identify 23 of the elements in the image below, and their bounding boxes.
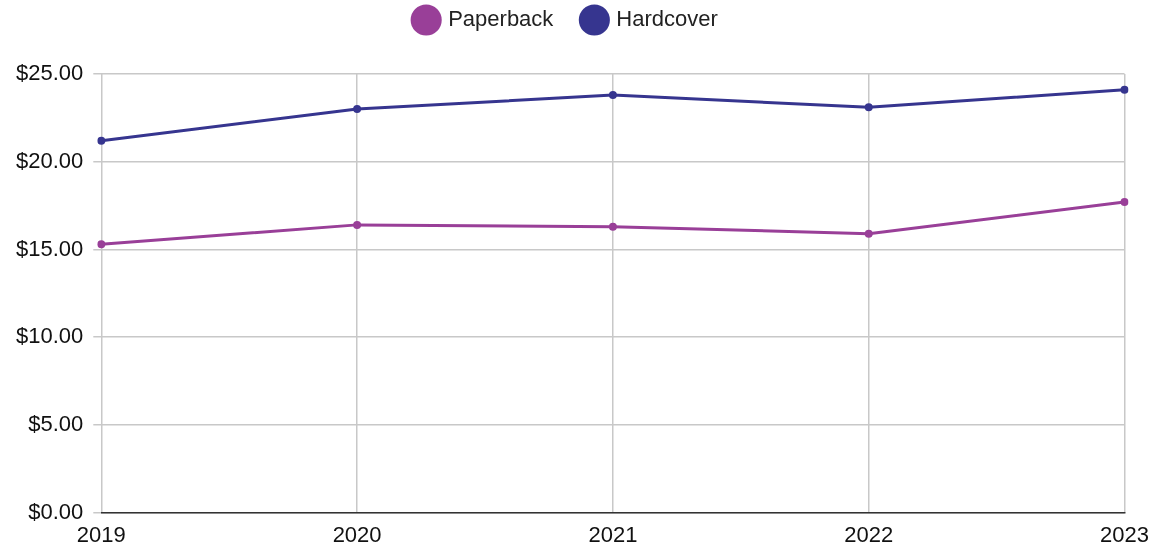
x-tick-label: 2019 xyxy=(76,521,126,547)
point xyxy=(1120,198,1129,207)
y-tick-label: $25.00 xyxy=(15,60,84,86)
y-tick-label: $15.00 xyxy=(15,235,84,261)
legend-label: Paperback xyxy=(448,6,555,32)
x-tick-label: 2021 xyxy=(588,521,638,547)
legend-label: Hardcover xyxy=(616,6,718,32)
point xyxy=(864,229,873,238)
y-tick-label: $20.00 xyxy=(15,147,84,173)
x-tick-label: 2023 xyxy=(1100,521,1150,547)
y-tick-label: $0.00 xyxy=(28,498,84,524)
point xyxy=(1120,85,1129,94)
x-tick-label: 2020 xyxy=(332,521,382,547)
point xyxy=(97,240,106,249)
point xyxy=(608,91,617,100)
y-tick-label: $10.00 xyxy=(15,323,84,349)
point xyxy=(353,105,362,114)
point xyxy=(97,136,106,145)
x-tick-label: 2022 xyxy=(844,521,894,547)
point xyxy=(353,220,362,229)
point xyxy=(608,222,617,231)
y-tick-label: $5.00 xyxy=(28,410,84,436)
point xyxy=(864,103,873,112)
